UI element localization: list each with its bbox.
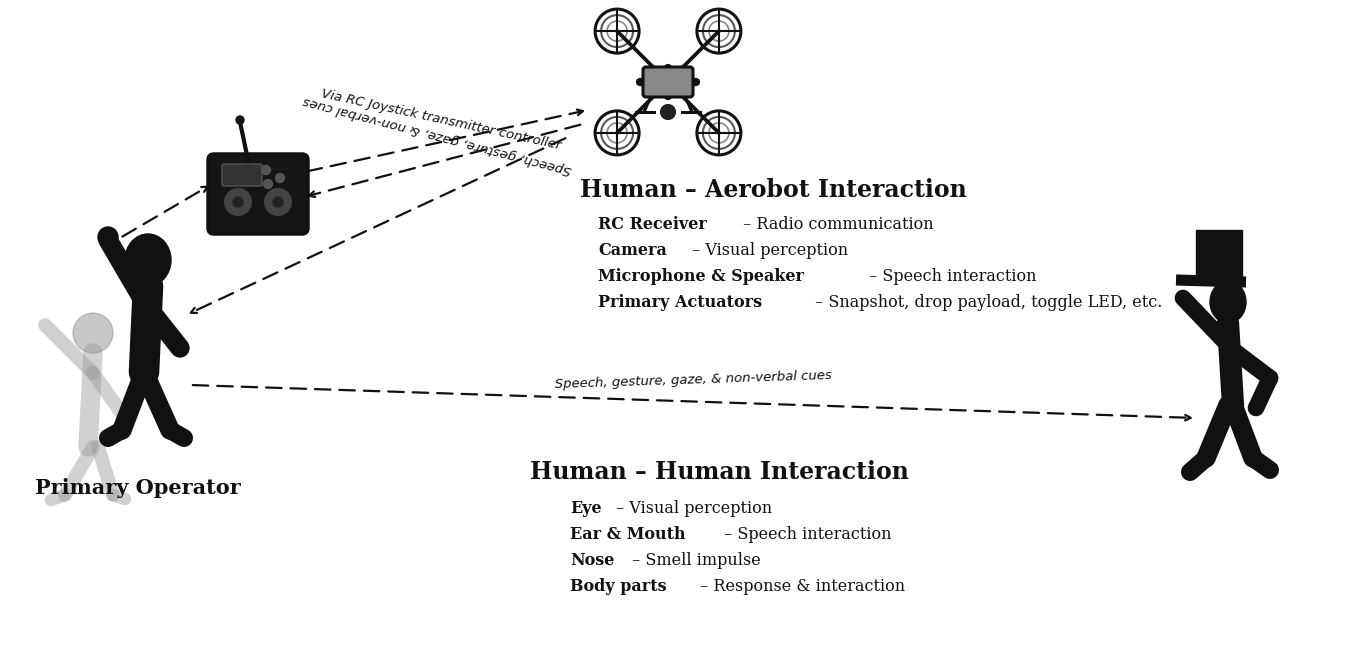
Circle shape bbox=[276, 174, 284, 183]
Text: RC Receiver: RC Receiver bbox=[597, 216, 707, 233]
FancyBboxPatch shape bbox=[1196, 230, 1243, 282]
Ellipse shape bbox=[124, 234, 171, 286]
Ellipse shape bbox=[1210, 281, 1245, 323]
Text: Speech, gesture, gaze, & non-verbal cues: Speech, gesture, gaze, & non-verbal cues bbox=[301, 94, 573, 176]
FancyBboxPatch shape bbox=[221, 164, 262, 186]
Circle shape bbox=[226, 189, 252, 215]
Circle shape bbox=[264, 180, 272, 189]
Text: – Snapshot, drop payload, toggle LED, etc.: – Snapshot, drop payload, toggle LED, et… bbox=[809, 294, 1162, 311]
Text: Nose: Nose bbox=[570, 552, 614, 569]
Text: Camera: Camera bbox=[597, 242, 667, 259]
Text: – Response & interaction: – Response & interaction bbox=[694, 578, 905, 595]
Circle shape bbox=[236, 116, 243, 124]
Text: Primary Operator: Primary Operator bbox=[36, 478, 241, 498]
Text: – Smell impulse: – Smell impulse bbox=[627, 552, 761, 569]
Circle shape bbox=[261, 166, 271, 174]
Circle shape bbox=[232, 197, 243, 207]
Text: – Visual perception: – Visual perception bbox=[611, 500, 772, 517]
Text: – Visual perception: – Visual perception bbox=[686, 242, 848, 259]
FancyBboxPatch shape bbox=[642, 67, 693, 97]
Circle shape bbox=[98, 227, 118, 247]
Text: Primary Actuators: Primary Actuators bbox=[597, 294, 763, 311]
Circle shape bbox=[72, 313, 113, 353]
Text: Eye: Eye bbox=[570, 500, 601, 517]
Text: Human – Human Interaction: Human – Human Interaction bbox=[530, 460, 909, 484]
Text: – Speech interaction: – Speech interaction bbox=[719, 526, 891, 543]
Text: – Radio communication: – Radio communication bbox=[738, 216, 934, 233]
FancyBboxPatch shape bbox=[208, 154, 308, 234]
Circle shape bbox=[662, 105, 675, 119]
Circle shape bbox=[265, 189, 291, 215]
Text: Via RC Joystick transmitter controller: Via RC Joystick transmitter controller bbox=[320, 87, 562, 152]
Text: – Speech interaction: – Speech interaction bbox=[864, 268, 1036, 285]
Circle shape bbox=[273, 197, 283, 207]
Text: Speech, gesture, gaze, & non-verbal cues: Speech, gesture, gaze, & non-verbal cues bbox=[555, 368, 833, 391]
Text: Human – Aerobot Interaction: Human – Aerobot Interaction bbox=[580, 178, 966, 202]
Text: Ear & Mouth: Ear & Mouth bbox=[570, 526, 686, 543]
Text: Body parts: Body parts bbox=[570, 578, 667, 595]
Text: Microphone & Speaker: Microphone & Speaker bbox=[597, 268, 804, 285]
